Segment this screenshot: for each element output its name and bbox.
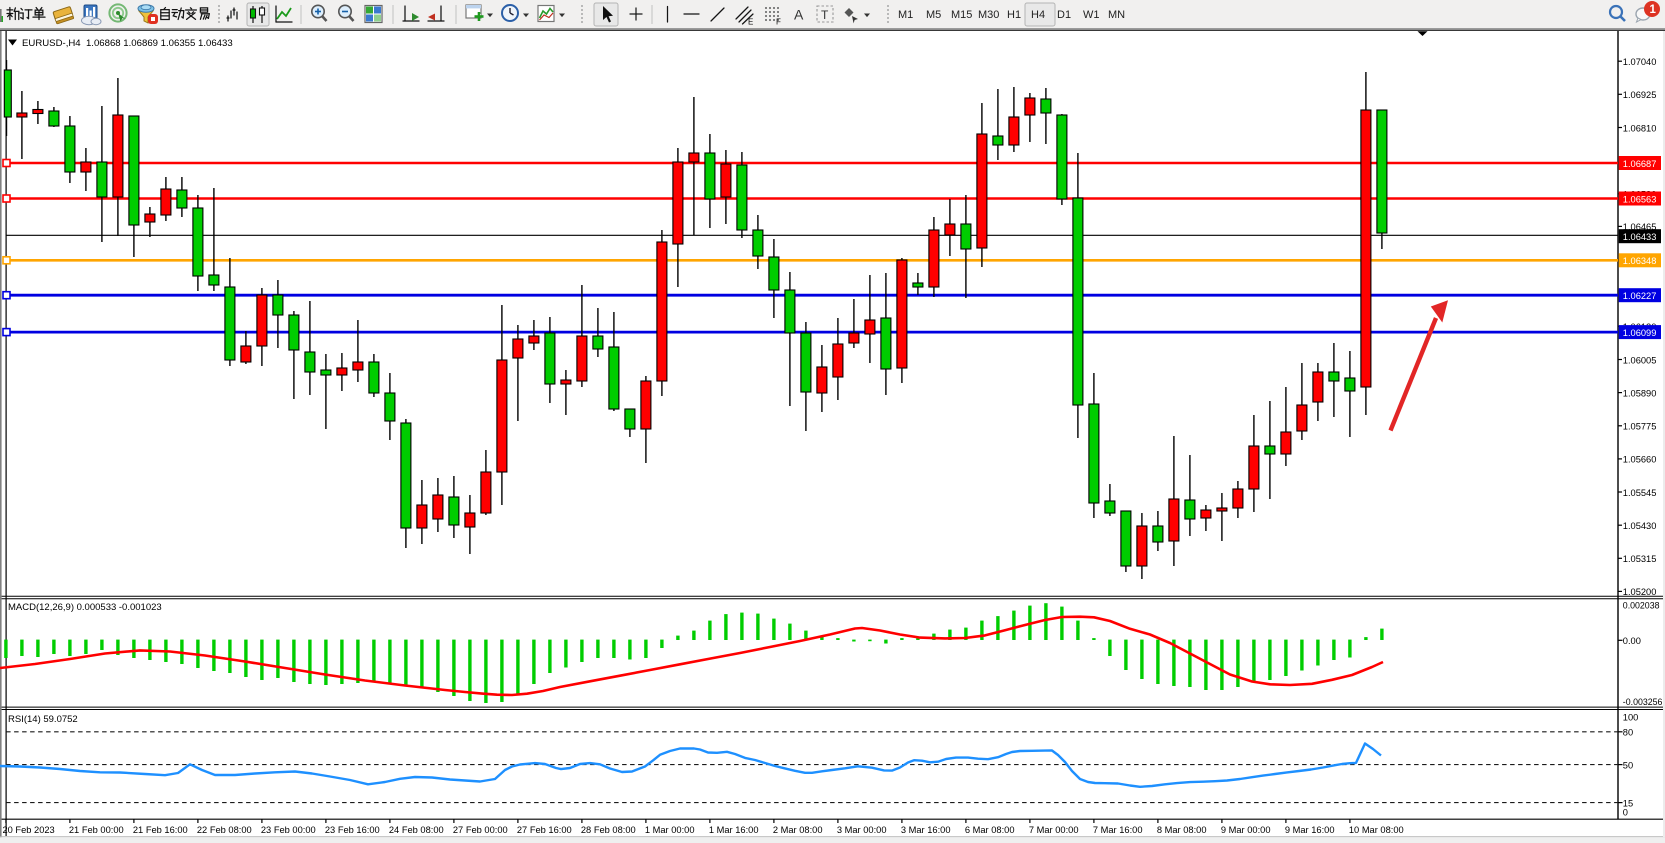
svg-text:1.06563: 1.06563 — [1623, 194, 1657, 204]
svg-text:1 Mar 16:00: 1 Mar 16:00 — [709, 825, 759, 835]
svg-text:22 Feb 08:00: 22 Feb 08:00 — [197, 825, 252, 835]
svg-text:1.05315: 1.05315 — [1623, 554, 1657, 564]
svg-text:RSI(14) 59.0752: RSI(14) 59.0752 — [8, 714, 78, 725]
svg-text:8 Mar 08:00: 8 Mar 08:00 — [1157, 825, 1207, 835]
svg-text:EURUSD-,H4 1.06868 1.06869 1.: EURUSD-,H4 1.06868 1.06869 1.06355 1.064… — [22, 38, 233, 49]
svg-text:1.06687: 1.06687 — [1623, 159, 1657, 169]
svg-text:1.05660: 1.05660 — [1623, 455, 1657, 465]
svg-text:1.06099: 1.06099 — [1623, 328, 1657, 338]
svg-text:1.05545: 1.05545 — [1623, 488, 1657, 498]
svg-text:21 Feb 16:00: 21 Feb 16:00 — [133, 825, 188, 835]
svg-text:20 Feb 2023: 20 Feb 2023 — [3, 825, 55, 835]
svg-text:7 Mar 00:00: 7 Mar 00:00 — [1029, 825, 1079, 835]
svg-text:H4: H4 — [1031, 9, 1045, 21]
svg-text:T: T — [821, 8, 829, 22]
svg-text:M1: M1 — [898, 9, 913, 21]
svg-text:1.05775: 1.05775 — [1623, 422, 1657, 432]
svg-text:27 Feb 00:00: 27 Feb 00:00 — [453, 825, 508, 835]
svg-text:10 Mar 08:00: 10 Mar 08:00 — [1349, 825, 1404, 835]
svg-text:-0.003256: -0.003256 — [1623, 697, 1663, 707]
svg-text:23 Feb 16:00: 23 Feb 16:00 — [325, 825, 380, 835]
svg-text:3 Mar 16:00: 3 Mar 16:00 — [901, 825, 951, 835]
svg-text:23 Feb 00:00: 23 Feb 00:00 — [261, 825, 316, 835]
svg-text:3 Mar 00:00: 3 Mar 00:00 — [837, 825, 887, 835]
svg-text:21 Feb 00:00: 21 Feb 00:00 — [69, 825, 124, 835]
svg-text:1.07040: 1.07040 — [1623, 57, 1657, 67]
svg-text:80: 80 — [1623, 728, 1633, 738]
svg-text:9 Mar 00:00: 9 Mar 00:00 — [1221, 825, 1271, 835]
svg-text:0.002038: 0.002038 — [1623, 601, 1660, 611]
svg-text:W1: W1 — [1083, 9, 1100, 21]
svg-text:A: A — [794, 7, 804, 23]
svg-text:1.06465: 1.06465 — [1623, 222, 1657, 232]
svg-text:1 Mar 00:00: 1 Mar 00:00 — [645, 825, 695, 835]
svg-text:1.06433: 1.06433 — [1623, 232, 1657, 242]
svg-text:24 Feb 08:00: 24 Feb 08:00 — [389, 825, 444, 835]
svg-text:0: 0 — [1623, 808, 1628, 818]
svg-text:1.06810: 1.06810 — [1623, 123, 1657, 133]
svg-text:MN: MN — [1108, 9, 1125, 21]
svg-text:2 Mar 08:00: 2 Mar 08:00 — [773, 825, 823, 835]
svg-text:E: E — [748, 18, 753, 27]
svg-text:1.05890: 1.05890 — [1623, 388, 1657, 398]
svg-text:7 Mar 16:00: 7 Mar 16:00 — [1093, 825, 1143, 835]
svg-text:1.05430: 1.05430 — [1623, 521, 1657, 531]
svg-text:27 Feb 16:00: 27 Feb 16:00 — [517, 825, 572, 835]
svg-text:0.00: 0.00 — [1623, 636, 1641, 646]
svg-text:1.06227: 1.06227 — [1623, 291, 1657, 301]
svg-text:M30: M30 — [978, 9, 999, 21]
svg-text:9 Mar 16:00: 9 Mar 16:00 — [1285, 825, 1335, 835]
svg-text:50: 50 — [1623, 760, 1633, 770]
svg-text:1.06005: 1.06005 — [1623, 355, 1657, 365]
svg-text:100: 100 — [1623, 713, 1639, 723]
svg-text:F: F — [776, 18, 781, 27]
svg-text:D1: D1 — [1057, 9, 1071, 21]
svg-text:6 Mar 08:00: 6 Mar 08:00 — [965, 825, 1015, 835]
svg-text:M15: M15 — [951, 9, 972, 21]
svg-text:28 Feb 08:00: 28 Feb 08:00 — [581, 825, 636, 835]
svg-text:1.06925: 1.06925 — [1623, 90, 1657, 100]
svg-text:15: 15 — [1623, 798, 1633, 808]
svg-text:MACD(12,26,9) 0.000533 -0.0010: MACD(12,26,9) 0.000533 -0.001023 — [8, 602, 162, 613]
svg-text:1: 1 — [1650, 4, 1657, 16]
svg-text:M5: M5 — [926, 9, 941, 21]
svg-text:1.06348: 1.06348 — [1623, 256, 1657, 266]
svg-text:1.05200: 1.05200 — [1623, 587, 1657, 597]
svg-text:H1: H1 — [1007, 9, 1021, 21]
